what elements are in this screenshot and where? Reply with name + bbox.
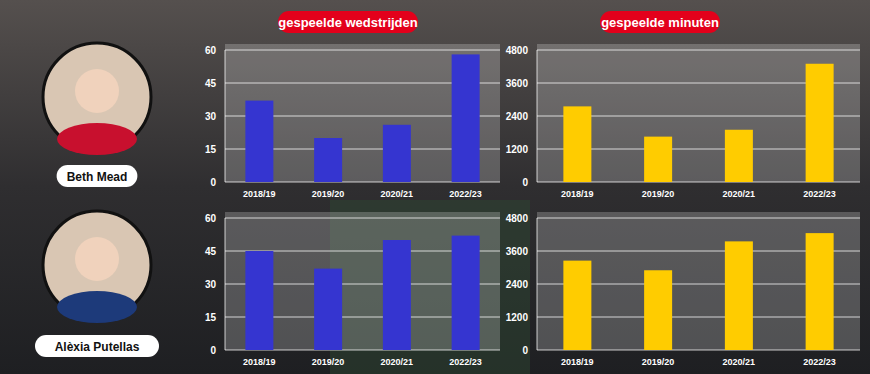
bar [725, 241, 753, 350]
x-tick-label: 2018/19 [243, 357, 276, 367]
bar [314, 269, 342, 350]
player-label-bg [57, 165, 138, 187]
plot-panel [225, 212, 500, 350]
plot-panel [537, 44, 860, 182]
x-tick-label: 2019/20 [312, 189, 345, 199]
bar [452, 54, 480, 182]
y-tick-label: 15 [205, 312, 217, 323]
y-tick-label: 45 [205, 246, 217, 257]
x-tick-label: 2018/19 [243, 189, 276, 199]
x-tick-label: 2020/21 [381, 357, 414, 367]
bar [644, 270, 672, 350]
player-name: Beth Mead [67, 170, 128, 184]
x-tick-label: 2018/19 [561, 357, 594, 367]
y-axis [225, 218, 226, 350]
y-axis [537, 50, 538, 182]
y-tick-label: 15 [205, 144, 217, 155]
y-tick-label: 3600 [506, 246, 529, 257]
x-tick-label: 2020/21 [381, 189, 414, 199]
title-pill [600, 11, 720, 33]
y-tick-label: 4800 [506, 45, 529, 56]
x-tick-label: 2022/23 [449, 189, 482, 199]
y-axis [225, 50, 226, 182]
column-title: gespeelde minuten [601, 15, 719, 30]
y-tick-label: 0 [210, 177, 216, 188]
bar [245, 251, 273, 350]
bars [563, 64, 833, 182]
bar [383, 240, 411, 350]
y-tick-label: 0 [210, 345, 216, 356]
title-pill [278, 11, 418, 33]
bar [644, 137, 672, 182]
grid-line [225, 218, 500, 219]
bar [806, 64, 834, 182]
canvas: gespeelde wedstrijden gespeelde minuten Be… [0, 0, 870, 374]
bar [806, 233, 834, 350]
bar [452, 236, 480, 350]
y-tick-label: 60 [205, 213, 217, 224]
y-tick-label: 1200 [506, 144, 529, 155]
bars [563, 233, 833, 350]
grid-line [537, 218, 860, 219]
player-name: Alèxia Putellas [55, 340, 140, 354]
bar [563, 261, 591, 350]
y-tick-label: 2400 [506, 279, 529, 290]
bar [314, 138, 342, 182]
x-tick-label: 2019/20 [312, 357, 345, 367]
y-tick-label: 1200 [506, 312, 529, 323]
grid-line [537, 50, 860, 51]
bars [245, 54, 479, 182]
y-tick-label: 30 [205, 279, 217, 290]
bar [563, 106, 591, 182]
y-tick-label: 0 [522, 177, 528, 188]
x-tick-label: 2022/23 [803, 189, 836, 199]
x-tick-label: 2019/20 [642, 189, 675, 199]
bars [245, 236, 479, 350]
chart: 0 1200 2400 3600 4800 2018/19 2019/20 2020/21 20… [506, 44, 860, 199]
player-shirt [57, 291, 137, 323]
chart: 0 1200 2400 3600 4800 2018/19 2019/20 2020/21 20… [506, 212, 860, 367]
plot-panel [537, 212, 860, 350]
y-tick-label: 60 [205, 45, 217, 56]
bar [383, 125, 411, 182]
y-tick-label: 2400 [506, 111, 529, 122]
player-face [75, 237, 119, 281]
x-tick-label: 2020/21 [723, 189, 756, 199]
player-label-bg [35, 335, 159, 357]
chart: 0 15 30 45 60 2018/19 2019/20 2020/21 2022/23 [205, 44, 500, 199]
player-face [75, 69, 119, 113]
plot-panel [225, 44, 500, 182]
background [0, 0, 870, 374]
bar [725, 130, 753, 182]
y-tick-label: 30 [205, 111, 217, 122]
y-tick-label: 3600 [506, 78, 529, 89]
y-tick-label: 4800 [506, 213, 529, 224]
x-tick-label: 2022/23 [449, 357, 482, 367]
x-tick-label: 2020/21 [723, 357, 756, 367]
y-tick-label: 0 [522, 345, 528, 356]
y-tick-label: 45 [205, 78, 217, 89]
bar [245, 101, 273, 182]
x-tick-label: 2018/19 [561, 189, 594, 199]
y-axis [537, 218, 538, 350]
player-shirt [57, 123, 137, 155]
x-tick-label: 2022/23 [803, 357, 836, 367]
chart: 0 15 30 45 60 2018/19 2019/20 2020/21 2022/23 [205, 212, 500, 367]
x-tick-label: 2019/20 [642, 357, 675, 367]
grid-line [225, 50, 500, 51]
column-title: gespeelde wedstrijden [278, 15, 417, 30]
